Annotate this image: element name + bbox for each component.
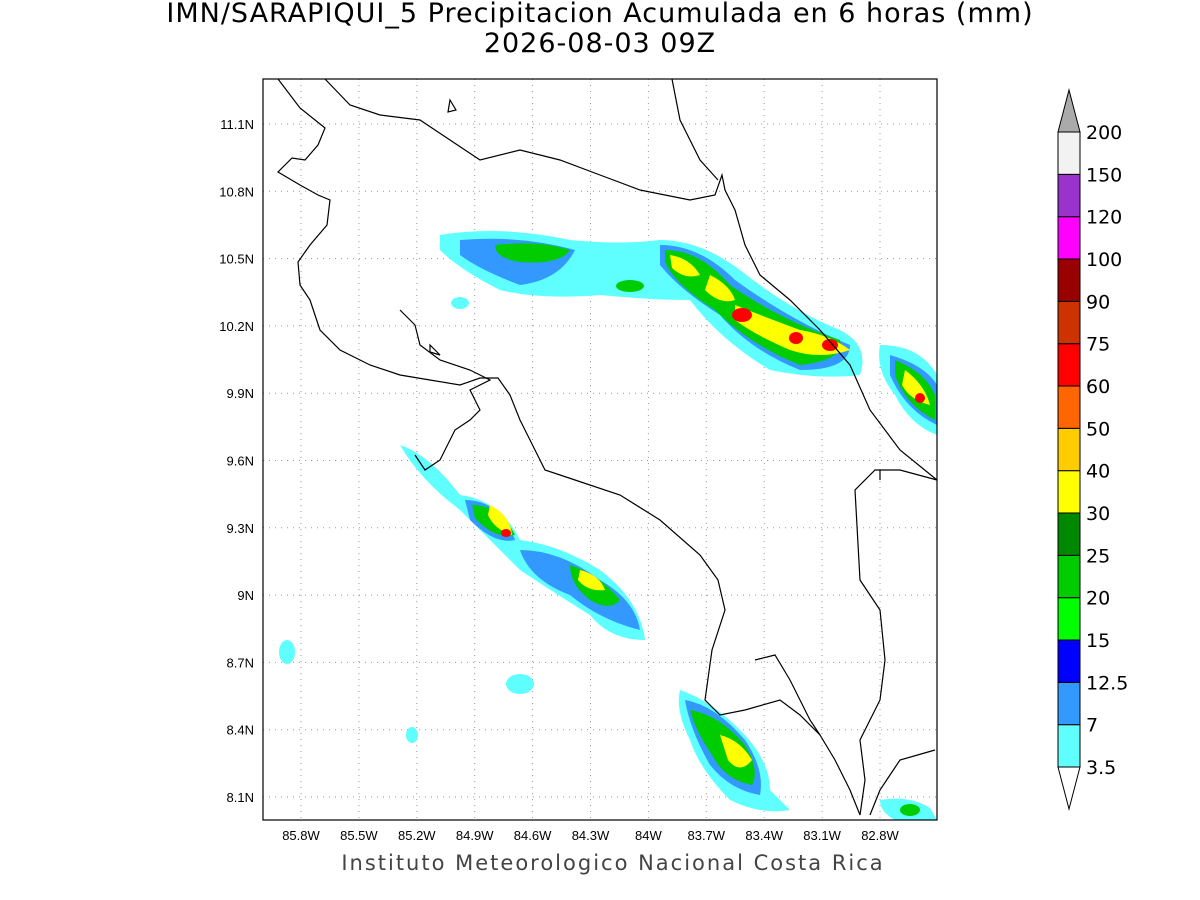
- lon-label: 84.3W: [572, 828, 610, 843]
- lon-label: 84W: [635, 828, 662, 843]
- colorbar-segment: [1057, 681, 1081, 726]
- colorbar-label: 7: [1086, 715, 1098, 737]
- colorbar-label: 90: [1086, 291, 1110, 313]
- lat-label: 9N: [237, 588, 254, 603]
- colorbar-segment: [1057, 258, 1081, 302]
- lat-label: 9.9N: [227, 386, 254, 401]
- colorbar-label: 12.5: [1086, 672, 1128, 694]
- colorbar-segment: [1057, 470, 1081, 514]
- colorbar-over: [1057, 88, 1081, 133]
- colorbar-label: 100: [1086, 249, 1122, 271]
- lon-label: 83.4W: [745, 828, 783, 843]
- colorbar-label: 60: [1086, 376, 1110, 398]
- colorbar-segment: [1057, 343, 1081, 387]
- lat-label: 9.6N: [227, 454, 254, 469]
- lon-label: 82.8W: [861, 828, 899, 843]
- colorbar-label: 120: [1086, 207, 1122, 229]
- lat-label: 8.4N: [227, 723, 254, 738]
- map-title: IMN/SARAPIQUI_5 Precipitacion Acumulada …: [166, 0, 1033, 29]
- lat-label: 8.7N: [227, 655, 254, 670]
- colorbar-segment: [1057, 385, 1081, 429]
- colorbar-label: 40: [1086, 461, 1110, 483]
- lat-label: 11.1N: [220, 117, 254, 132]
- lon-label: 84.6W: [514, 828, 552, 843]
- coastline: [277, 78, 938, 816]
- map-subtitle: 2026-08-03 09Z: [484, 28, 716, 59]
- colorbar-label: 15: [1086, 630, 1110, 652]
- colorbar-segment: [1057, 427, 1081, 472]
- colorbar-label: 75: [1086, 334, 1110, 356]
- colorbar-segment: [1057, 639, 1081, 683]
- colorbar-label: 25: [1086, 545, 1110, 567]
- colorbar-segment: [1057, 512, 1081, 556]
- lat-label: 10.5N: [219, 252, 254, 267]
- map-frame: [262, 78, 938, 821]
- lon-label: 85.8W: [282, 828, 320, 843]
- colorbar-segment: [1057, 554, 1081, 599]
- colorbar-segment: [1057, 597, 1081, 641]
- lat-label: 9.3N: [227, 521, 254, 536]
- lon-label: 83.7W: [688, 828, 726, 843]
- grid: [263, 79, 937, 820]
- colorbar-segment: [1057, 131, 1081, 175]
- lat-label: 10.2N: [219, 319, 254, 334]
- colorbar-segment: [1057, 173, 1081, 218]
- precipitation-field: [279, 231, 937, 820]
- colorbar-label: 30: [1086, 503, 1110, 525]
- lon-label: 85.5W: [340, 828, 378, 843]
- colorbar: 3.5 7 12.5 15 20 25 30 40 50 60 75 90 100 120 150 200: [1057, 88, 1128, 811]
- colorbar-label: 50: [1086, 418, 1110, 440]
- credit: Instituto Meteorologico Nacional Costa R…: [341, 851, 884, 875]
- colorbar-label: 200: [1086, 122, 1122, 144]
- colorbar-segment: [1057, 724, 1081, 768]
- axis-labels: 85.8W 85.5W 85.2W 84.9W 84.6W 84.3W 84W 83.7W 83…: [219, 117, 899, 843]
- lon-label: 83.1W: [803, 828, 841, 843]
- colorbar-label: 20: [1086, 588, 1110, 610]
- colorbar-label: 150: [1086, 164, 1122, 186]
- colorbar-under: [1057, 766, 1081, 811]
- lon-label: 84.9W: [456, 828, 494, 843]
- colorbar-label: 3.5: [1086, 757, 1116, 779]
- lon-label: 85.2W: [398, 828, 436, 843]
- colorbar-segment: [1057, 300, 1081, 345]
- lat-label: 10.8N: [219, 184, 254, 199]
- lat-label: 8.1N: [227, 790, 254, 805]
- colorbar-segment: [1057, 216, 1081, 260]
